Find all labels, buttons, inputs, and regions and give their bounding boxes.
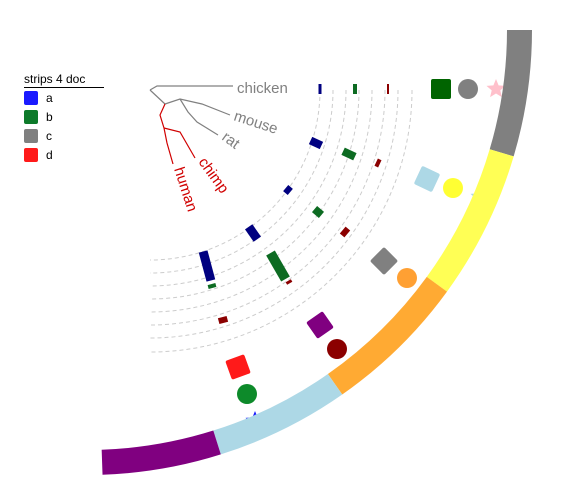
data-bar <box>339 226 351 238</box>
data-bar <box>207 283 217 289</box>
square-shape <box>431 79 451 99</box>
legend-swatch-c <box>24 128 38 143</box>
legend-swatch-a <box>24 90 38 105</box>
color-strip <box>489 30 532 157</box>
circle-shape <box>443 178 463 198</box>
color-strip <box>327 276 448 395</box>
data-bar <box>311 206 325 218</box>
branch-inner <box>149 89 166 105</box>
data-bar <box>353 84 357 94</box>
circle-shape <box>397 268 417 288</box>
color-strip <box>426 149 514 292</box>
tree-branches <box>149 85 233 165</box>
legend-swatch-b <box>24 109 38 124</box>
guide-lines <box>149 89 413 353</box>
square-shape <box>306 311 334 339</box>
leaf-label-human: human <box>170 165 200 214</box>
guide-arc <box>149 89 399 339</box>
legend-label-a: a <box>46 90 53 105</box>
data-bar <box>308 136 324 150</box>
data-shapes <box>225 79 506 430</box>
leaf-label-chimp: chimp <box>195 154 232 196</box>
circle-shape <box>327 339 347 359</box>
legend-label-b: b <box>46 109 53 124</box>
square-shape <box>225 354 251 380</box>
legend-item-b: b <box>24 107 114 126</box>
legend-item-c: c <box>24 126 114 145</box>
guide-arc <box>149 89 321 261</box>
data-bar <box>387 84 389 94</box>
data-bars <box>198 84 389 325</box>
color-strips <box>101 30 532 475</box>
leaf-label-mouse: mouse <box>232 108 280 138</box>
data-bar <box>217 315 229 325</box>
data-bar <box>283 185 293 195</box>
star-shape <box>486 79 506 98</box>
leaf-label-chicken: chicken <box>237 80 288 97</box>
data-bar <box>318 84 322 94</box>
legend-item-a: a <box>24 88 114 107</box>
square-shape <box>370 247 398 275</box>
branch-mouse <box>164 98 231 116</box>
square-shape <box>414 166 440 192</box>
data-bar <box>285 279 293 285</box>
circle-shape <box>458 79 478 99</box>
guide-arc <box>149 89 386 326</box>
guide-arc <box>149 89 413 353</box>
legend-swatch-d <box>24 147 38 162</box>
legend-label-d: d <box>46 147 53 162</box>
color-strip <box>213 374 343 455</box>
branch-chimp <box>163 127 196 159</box>
guide-arc <box>149 89 347 287</box>
branch-primates <box>159 103 166 129</box>
data-bar <box>266 250 290 282</box>
legend-item-d: d <box>24 145 114 164</box>
color-strip <box>101 430 221 475</box>
branch-human <box>163 127 174 165</box>
data-bar <box>374 158 382 168</box>
data-bar <box>245 224 261 242</box>
guide-arc <box>149 89 373 313</box>
guide-arc <box>149 89 334 274</box>
circle-shape <box>237 384 257 404</box>
branch-rat <box>179 98 219 136</box>
guide-arc <box>149 89 360 300</box>
data-bar <box>341 147 357 161</box>
data-bar <box>198 250 216 282</box>
legend: strips 4 doc a b c d <box>24 72 114 164</box>
leaf-label-rat: rat <box>219 128 244 153</box>
branch-chicken <box>149 85 233 91</box>
legend-title: strips 4 doc <box>24 72 104 88</box>
legend-label-c: c <box>46 128 52 143</box>
